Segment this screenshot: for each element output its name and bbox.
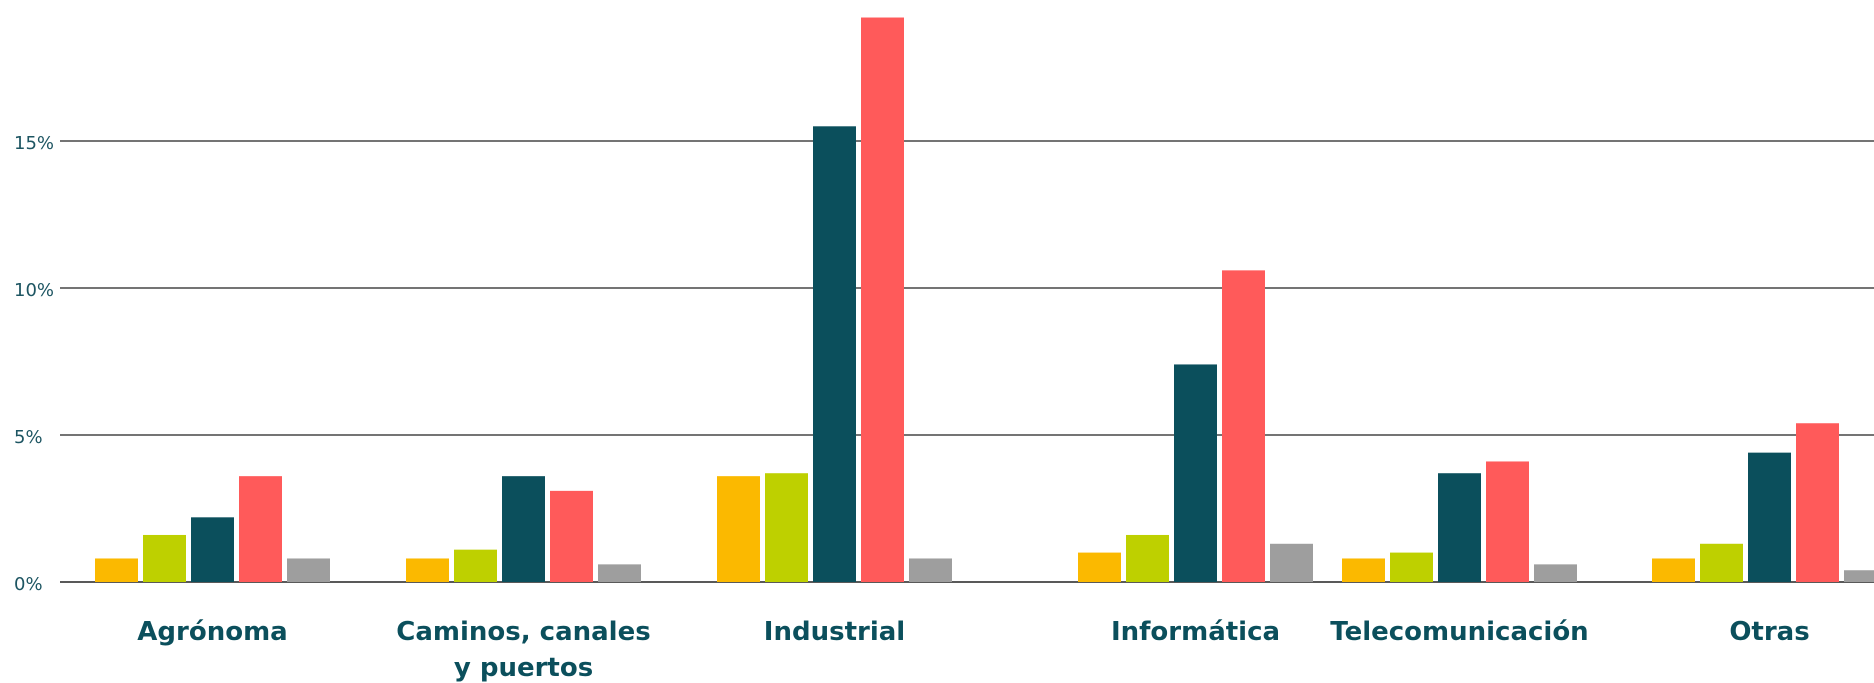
bars — [95, 17, 1874, 583]
bar — [502, 476, 545, 582]
category-label: Informática — [1111, 617, 1280, 647]
category-label-line: Industrial — [764, 617, 905, 647]
bar — [1342, 558, 1385, 582]
bar — [1438, 473, 1481, 582]
category-label-line: y puertos — [454, 653, 593, 683]
bar — [454, 549, 497, 582]
category-label-line: Telecomunicación — [1330, 617, 1588, 647]
category-label: Otras — [1729, 617, 1809, 647]
bar — [861, 17, 904, 582]
bar — [598, 564, 641, 582]
bar — [95, 558, 138, 582]
y-tick-label: 15% — [14, 133, 54, 154]
category-label: Telecomunicación — [1330, 617, 1588, 647]
bar — [287, 558, 330, 582]
bar — [239, 476, 282, 582]
bar — [191, 517, 234, 582]
bar — [813, 126, 856, 583]
bar — [717, 476, 760, 582]
bar — [1174, 364, 1217, 582]
bar — [1796, 423, 1839, 582]
bar — [1078, 552, 1121, 582]
category-label-line: Caminos, canales — [396, 617, 650, 647]
bar — [1486, 461, 1529, 582]
y-tick-label: 5% — [14, 427, 43, 448]
bar — [1534, 564, 1577, 582]
bar — [765, 473, 808, 582]
gridlines — [60, 140, 1874, 583]
bar — [1700, 543, 1743, 582]
bar — [143, 534, 186, 582]
y-tick-label: 0% — [14, 574, 43, 595]
bar — [1844, 570, 1874, 582]
bar — [1652, 558, 1695, 582]
bar — [1270, 543, 1313, 582]
x-axis-categories: Agrónoma Caminos, canales y puertos Industr… — [137, 617, 1809, 683]
category-label: Caminos, canales y puertos — [396, 617, 650, 683]
bar — [550, 490, 593, 582]
bar — [909, 558, 952, 582]
bar — [1390, 552, 1433, 582]
category-label-line: Agrónoma — [137, 617, 287, 647]
y-axis-ticks: 0% 5% 10% 15% — [14, 133, 54, 595]
category-label-line: Otras — [1729, 617, 1809, 647]
bar — [406, 558, 449, 582]
category-label: Agrónoma — [137, 617, 287, 647]
bar — [1222, 270, 1265, 582]
bar — [1126, 534, 1169, 582]
category-label-line: Informática — [1111, 617, 1280, 647]
y-tick-label: 10% — [14, 280, 54, 301]
category-label: Industrial — [764, 617, 905, 647]
bar — [1748, 452, 1791, 582]
